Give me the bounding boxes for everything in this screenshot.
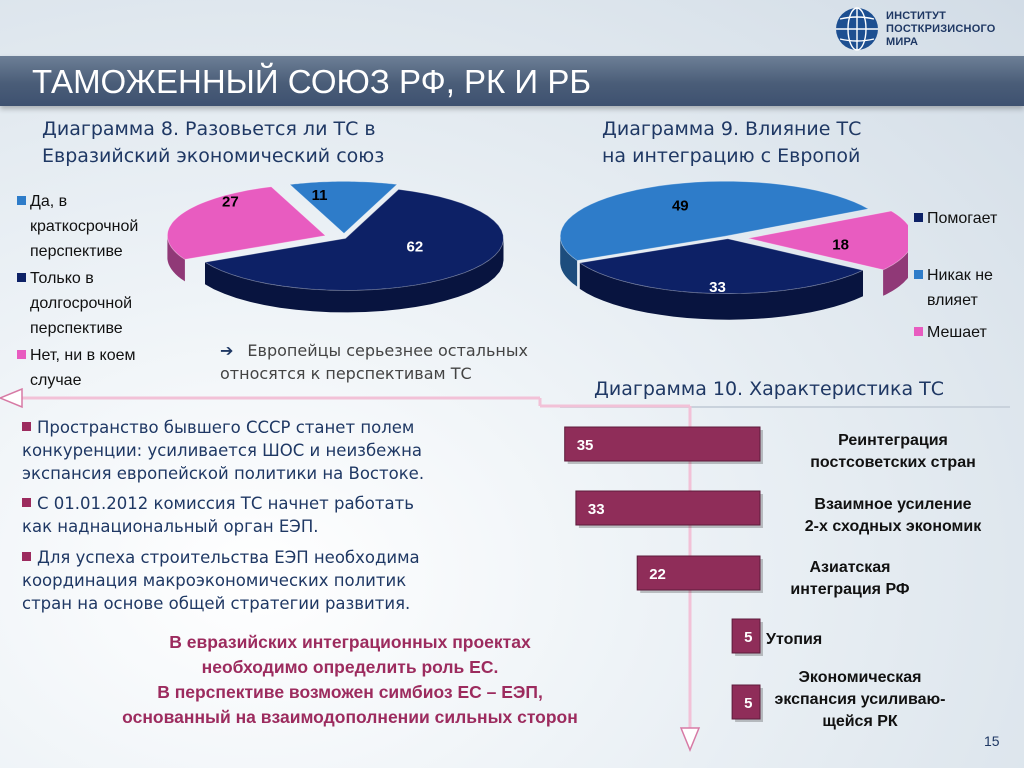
category-line: щейся РК: [770, 711, 950, 733]
pie-data-label: 18: [832, 237, 849, 254]
category-line: Утопия: [766, 629, 866, 651]
chart9-title-line: на интеграцию с Европой: [602, 143, 1002, 170]
category-line: интеграция РФ: [770, 579, 930, 601]
bullet-item: Пространство бывшего СССР станет полем к…: [22, 416, 552, 485]
chart10-category-label: Реинтеграция постсоветских стран: [770, 430, 1016, 474]
square-bullet-icon: [22, 552, 31, 561]
logo-text: ИНСТИТУТ ПОСТКРИЗИСНОГО МИРА: [886, 10, 996, 49]
category-line: Азиатская: [770, 557, 930, 579]
pie-data-label: 33: [709, 279, 726, 296]
bar-data-label: 5: [744, 629, 752, 646]
pie-data-label: 27: [222, 193, 239, 210]
category-line: Экономическая: [770, 667, 950, 689]
bar-data-label: 35: [577, 437, 594, 454]
bar-data-label: 5: [744, 695, 752, 712]
chart8-note: ➔ Европейцы серьезнее остальных относятся…: [220, 339, 640, 385]
square-bullet-icon: [22, 498, 31, 507]
bullet-item: С 01.01.2012 комиссия ТС начнет работать…: [22, 492, 552, 538]
chart9-pie: 33 49 18: [548, 176, 908, 326]
arrow-right-icon: ➔: [220, 341, 233, 360]
legend-swatch: [17, 273, 26, 282]
category-line: экспансия усиливаю-: [770, 689, 950, 711]
chart10-bars: 35 33 22 5 5: [550, 420, 770, 730]
pie-data-label: 11: [312, 187, 328, 204]
pie-data-label: 49: [672, 197, 689, 214]
legend-swatch: [914, 327, 923, 336]
legend-line: влияет: [927, 288, 1023, 313]
category-line: постсоветских стран: [770, 452, 1016, 474]
chart8-legend-item: Нет, ни в коем случае: [17, 343, 197, 393]
note-line: относятся к перспективам ТС: [220, 362, 640, 385]
institute-logo: ИНСТИТУТ ПОСТКРИЗИСНОГО МИРА: [834, 6, 1010, 52]
legend-line: Помогает: [927, 206, 1023, 231]
legend-swatch: [914, 270, 923, 279]
legend-line: Никак не: [927, 263, 1023, 288]
chart9-title-line: Диаграмма 9. Влияние ТС: [602, 116, 1002, 143]
bullet-line: Для успеха строительства ЕЭП необходима: [22, 546, 552, 569]
bar: [565, 427, 760, 461]
bar-data-label: 22: [649, 566, 666, 583]
note-line: ➔ Европейцы серьезнее остальных: [220, 339, 640, 362]
bullet-list: Пространство бывшего СССР станет полем к…: [22, 416, 562, 626]
bullet-text: С 01.01.2012 комиссия ТС начнет работать: [37, 494, 414, 513]
bullet-line: стран на основе общей стратегии развития…: [22, 592, 552, 615]
logo-line: МИРА: [886, 36, 996, 49]
chart8-title-line: Евразийский экономический союз: [42, 143, 502, 170]
legend-swatch: [914, 213, 923, 222]
bullet-line: С 01.01.2012 комиссия ТС начнет работать: [22, 492, 552, 515]
page-number: 15: [984, 733, 1000, 749]
bullet-item: Для успеха строительства ЕЭП необходима …: [22, 546, 552, 615]
category-line: Взаимное усиление: [770, 494, 1016, 516]
logo-line: ИНСТИТУТ: [886, 10, 996, 23]
chart10-category-label: Взаимное усиление 2-х сходных экономик: [770, 494, 1016, 538]
legend-text: Нет, ни в коем случае: [30, 343, 190, 393]
legend-text: Мешает: [927, 320, 1023, 345]
bullet-line: как наднациональный орган ЕЭП.: [22, 515, 552, 538]
arrow-down-icon: [681, 728, 699, 750]
bullet-line: конкуренции: усиливается ШОС и неизбежна: [22, 439, 552, 462]
chart10-category-label: Утопия: [766, 629, 866, 651]
chart8-title: Диаграмма 8. Разовьется ли ТС в Евразийс…: [42, 116, 502, 170]
legend-swatch: [17, 350, 26, 359]
legend-text: Помогает: [927, 206, 1023, 231]
chart9-title: Диаграмма 9. Влияние ТС на интеграцию с …: [602, 116, 1002, 170]
globe-icon: [834, 6, 880, 52]
bullet-text: Пространство бывшего СССР станет полем: [37, 418, 414, 437]
logo-line: ПОСТКРИЗИСНОГО: [886, 23, 996, 36]
bullet-line: экспансия европейской политики на Восток…: [22, 462, 552, 485]
bar-data-label: 33: [588, 501, 605, 518]
chart8-pie: 11 62 27: [160, 176, 520, 326]
category-line: Реинтеграция: [770, 430, 1016, 452]
chart10-category-label: Экономическая экспансия усиливаю- щейся …: [770, 667, 950, 733]
chart8-title-line: Диаграмма 8. Разовьется ли ТС в: [42, 116, 502, 143]
bullet-line: Пространство бывшего СССР станет полем: [22, 416, 552, 439]
legend-text: Никак не влияет: [927, 263, 1023, 313]
legend-line: Мешает: [927, 320, 1023, 345]
pie-data-label: 62: [407, 238, 424, 255]
title-bar: ТАМОЖЕННЫЙ СОЮЗ РФ, РК И РБ: [0, 56, 1024, 106]
arrow-left-icon: [0, 389, 22, 407]
chart10-category-label: Азиатская интеграция РФ: [770, 557, 930, 601]
page-title: ТАМОЖЕННЫЙ СОЮЗ РФ, РК И РБ: [32, 63, 591, 101]
legend-swatch: [17, 196, 26, 205]
legend-line: Нет, ни в коем: [30, 343, 190, 368]
category-line: 2-х сходных экономик: [770, 516, 1016, 538]
note-text: Европейцы серьезнее остальных: [247, 341, 528, 360]
bullet-text: Для успеха строительства ЕЭП необходима: [37, 548, 420, 567]
square-bullet-icon: [22, 422, 31, 431]
bullet-line: координация макроэкономических политик: [22, 569, 552, 592]
